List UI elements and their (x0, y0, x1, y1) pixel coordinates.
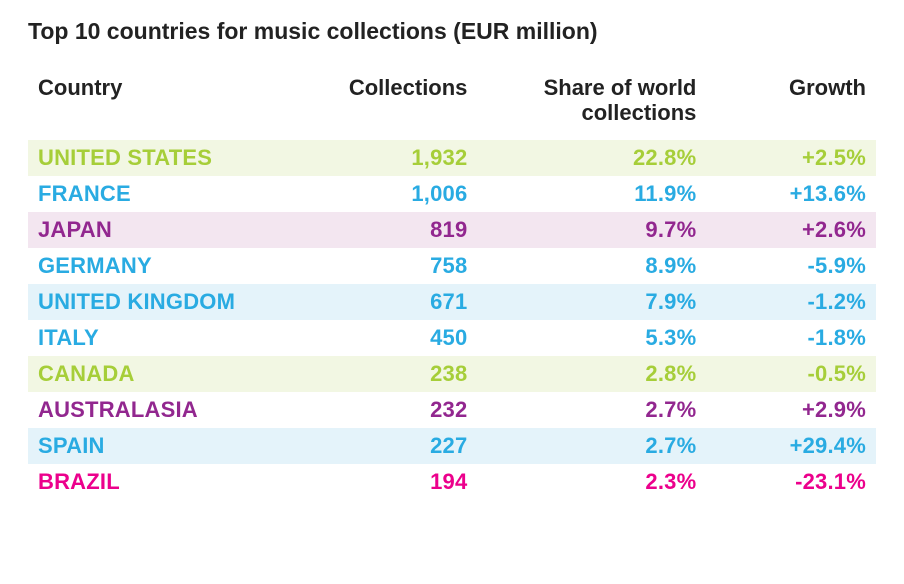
cell-growth: +2.6% (706, 212, 876, 248)
cell-collections: 450 (308, 320, 478, 356)
cell-country: France (28, 176, 308, 212)
cell-collections: 758 (308, 248, 478, 284)
cell-share: 2.3% (477, 464, 706, 500)
table-row: United Kingdom6717.9%-1.2% (28, 284, 876, 320)
cell-share: 2.7% (477, 392, 706, 428)
cell-share: 7.9% (477, 284, 706, 320)
table-row: Canada2382.8%-0.5% (28, 356, 876, 392)
cell-collections: 232 (308, 392, 478, 428)
cell-share: 2.7% (477, 428, 706, 464)
table-row: Brazil1942.3%-23.1% (28, 464, 876, 500)
cell-country: Japan (28, 212, 308, 248)
cell-growth: +13.6% (706, 176, 876, 212)
collections-table: Country Collections Share of world colle… (28, 69, 876, 500)
cell-country: Australasia (28, 392, 308, 428)
cell-share: 2.8% (477, 356, 706, 392)
cell-country: United Kingdom (28, 284, 308, 320)
cell-country: Spain (28, 428, 308, 464)
cell-country: Canada (28, 356, 308, 392)
cell-collections: 194 (308, 464, 478, 500)
col-header-collections: Collections (308, 69, 478, 140)
cell-growth: +2.5% (706, 140, 876, 176)
cell-share: 8.9% (477, 248, 706, 284)
table-row: France1,00611.9%+13.6% (28, 176, 876, 212)
cell-country: United States (28, 140, 308, 176)
cell-share: 5.3% (477, 320, 706, 356)
cell-country: Germany (28, 248, 308, 284)
table-row: Australasia2322.7%+2.9% (28, 392, 876, 428)
page-title: Top 10 countries for music collections (… (28, 18, 876, 45)
cell-collections: 1,932 (308, 140, 478, 176)
cell-growth: -1.8% (706, 320, 876, 356)
cell-growth: +2.9% (706, 392, 876, 428)
cell-country: Italy (28, 320, 308, 356)
cell-collections: 238 (308, 356, 478, 392)
cell-collections: 227 (308, 428, 478, 464)
cell-growth: -23.1% (706, 464, 876, 500)
table-row: Italy4505.3%-1.8% (28, 320, 876, 356)
table-row: Japan8199.7%+2.6% (28, 212, 876, 248)
cell-collections: 819 (308, 212, 478, 248)
table-row: Germany7588.9%-5.9% (28, 248, 876, 284)
cell-share: 22.8% (477, 140, 706, 176)
table-body: United States1,93222.8%+2.5%France1,0061… (28, 140, 876, 500)
table-row: Spain2272.7%+29.4% (28, 428, 876, 464)
cell-growth: +29.4% (706, 428, 876, 464)
cell-share: 11.9% (477, 176, 706, 212)
col-header-share: Share of world collections (477, 69, 706, 140)
col-header-country: Country (28, 69, 308, 140)
cell-country: Brazil (28, 464, 308, 500)
cell-growth: -1.2% (706, 284, 876, 320)
cell-collections: 1,006 (308, 176, 478, 212)
table-row: United States1,93222.8%+2.5% (28, 140, 876, 176)
cell-collections: 671 (308, 284, 478, 320)
col-header-growth: Growth (706, 69, 876, 140)
table-header-row: Country Collections Share of world colle… (28, 69, 876, 140)
cell-growth: -0.5% (706, 356, 876, 392)
cell-share: 9.7% (477, 212, 706, 248)
cell-growth: -5.9% (706, 248, 876, 284)
